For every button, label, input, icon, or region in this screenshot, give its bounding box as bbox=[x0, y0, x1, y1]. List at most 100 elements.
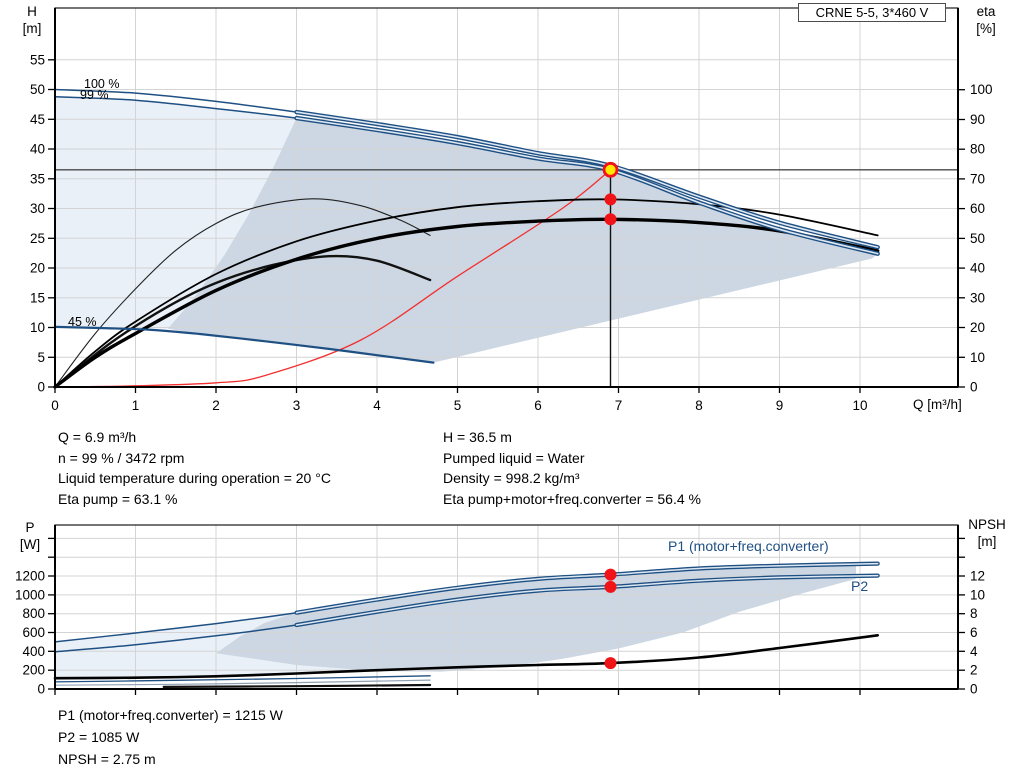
x-tick-label: 6 bbox=[534, 398, 542, 413]
h-axis-label-line1: H bbox=[27, 4, 37, 19]
curve-npsh bbox=[53, 634, 879, 680]
y-right-tick-label: 0 bbox=[970, 682, 978, 697]
curve-label: 99 % bbox=[80, 88, 109, 102]
eta-axis-label-line2: [%] bbox=[976, 21, 996, 36]
y-right-tick-label: 80 bbox=[970, 142, 985, 157]
info-p1: P1 (motor+freq.converter) = 1215 W bbox=[58, 707, 283, 723]
info-eta-pump: Eta pump = 63.1 % bbox=[58, 490, 178, 507]
x-tick-label: 10 bbox=[852, 398, 867, 413]
y-right-tick-label: 6 bbox=[970, 625, 978, 640]
y-right-tick-label: 10 bbox=[970, 350, 985, 365]
x-tick-label: 5 bbox=[454, 398, 462, 413]
y-left-tick-label: 5 bbox=[37, 350, 45, 365]
x-tick-label: 0 bbox=[51, 398, 59, 413]
npsh-axis-label-line2: [m] bbox=[977, 534, 997, 549]
info-liquid-temperature: Liquid temperature during operation = 20… bbox=[58, 470, 331, 487]
x-tick-label: 8 bbox=[695, 398, 703, 413]
curve-p2-min-speed bbox=[54, 679, 431, 686]
y-right-tick-label: 4 bbox=[970, 644, 978, 659]
y-left-tick-label: 400 bbox=[22, 644, 45, 659]
y-left-tick-label: 10 bbox=[30, 320, 45, 335]
curve-p2-core bbox=[295, 574, 879, 626]
y-right-tick-label: 8 bbox=[970, 606, 978, 621]
y-left-tick-label: 1000 bbox=[15, 587, 45, 602]
y-right-tick-label: 0 bbox=[970, 380, 978, 395]
y-left-tick-label: 200 bbox=[22, 663, 45, 678]
operating-point-info-right: H = 36.5 m Pumped liquid = Water Density… bbox=[443, 427, 701, 509]
npsh-axis-label: NPSH [m] bbox=[954, 516, 1020, 550]
curve-eta-pump-motor-freq-converter bbox=[53, 217, 880, 389]
p-axis-label-line1: P bbox=[25, 520, 35, 535]
y-left-tick-label: 45 bbox=[30, 112, 45, 127]
y-left-tick-label: 1200 bbox=[15, 569, 45, 584]
info-pumped-liquid: Pumped liquid = Water bbox=[443, 449, 585, 466]
info-flow: Q = 6.9 m³/h bbox=[58, 429, 137, 445]
y-right-tick-label: 30 bbox=[970, 290, 985, 305]
curve-eta-total-reduced-speed bbox=[53, 254, 432, 389]
q-axis-label: Q [m³/h] bbox=[913, 397, 962, 412]
y-left-tick-label: 600 bbox=[22, 625, 45, 640]
marker-npsh-point bbox=[604, 657, 617, 670]
marker-eta-total-point bbox=[604, 213, 617, 226]
x-tick-label: 2 bbox=[212, 398, 220, 413]
curve-p1-min-speed bbox=[54, 675, 431, 683]
operating-point-info-left: Q = 6.9 m³/h n = 99 % / 3472 rpm Liquid … bbox=[58, 427, 331, 509]
operating-envelope-light bbox=[55, 96, 297, 329]
power-info-block: P1 (motor+freq.converter) = 1215 W P2 = … bbox=[58, 704, 283, 770]
y-right-tick-label: 70 bbox=[970, 171, 985, 186]
p-axis-label-line2: [W] bbox=[19, 537, 41, 552]
curve-h-99pct-core bbox=[295, 117, 879, 255]
y-left-tick-label: 15 bbox=[30, 290, 45, 305]
y-right-tick-label: 40 bbox=[970, 261, 985, 276]
curve-eta-pump-reduced-speed bbox=[54, 198, 431, 388]
marker-eta-pump-point bbox=[604, 193, 617, 206]
power-npsh-chart: 0 200 400 600 800 1000 1200 0 2 4 6 8 10 12 P1 (motor+… bbox=[15, 524, 985, 697]
info-eta-total: Eta pump+motor+freq.converter = 56.4 % bbox=[443, 490, 701, 507]
p-axis-label: P [W] bbox=[8, 519, 52, 553]
y-left-tick-label: 0 bbox=[37, 682, 45, 697]
y-right-tick-label: 100 bbox=[970, 82, 993, 97]
x-tick-label: 7 bbox=[615, 398, 623, 413]
x-tick-label: 1 bbox=[132, 398, 140, 413]
curve-label: 45 % bbox=[68, 315, 97, 329]
curve-label: P1 (motor+freq.converter) bbox=[668, 538, 829, 554]
pump-model-badge: CRNE 5-5, 3*460 V bbox=[798, 3, 946, 22]
info-density: Density = 998.2 kg/m³ bbox=[443, 470, 580, 487]
y-left-tick-label: 30 bbox=[30, 201, 45, 216]
h-axis-label: H [m] bbox=[10, 3, 54, 37]
y-left-tick-label: 50 bbox=[30, 82, 45, 97]
info-speed: n = 99 % / 3472 rpm bbox=[58, 449, 185, 466]
qh-chart: 0 1 2 3 4 5 6 7 8 9 100510152025303540455055010203… bbox=[30, 7, 993, 413]
y-right-tick-label: 20 bbox=[970, 320, 985, 335]
npsh-axis-label-line1: NPSH bbox=[968, 517, 1006, 532]
curve-p1-core bbox=[295, 562, 879, 614]
y-right-tick-label: 50 bbox=[970, 231, 985, 246]
y-right-tick-label: 60 bbox=[970, 201, 985, 216]
y-right-tick-label: 10 bbox=[970, 587, 985, 602]
y-right-tick-label: 90 bbox=[970, 112, 985, 127]
curve-npsh-min-speed bbox=[162, 683, 432, 688]
y-left-tick-label: 40 bbox=[30, 142, 45, 157]
y-left-tick-label: 55 bbox=[30, 52, 45, 67]
curve-label: P2 bbox=[851, 578, 868, 594]
info-p2: P2 = 1085 W bbox=[58, 729, 140, 745]
eta-axis-label-line1: eta bbox=[976, 4, 996, 19]
info-head: H = 36.5 m bbox=[443, 429, 512, 445]
y-left-tick-label: 35 bbox=[30, 171, 45, 186]
y-left-tick-label: 20 bbox=[30, 261, 45, 276]
y-left-tick-label: 0 bbox=[37, 380, 45, 395]
h-axis-label-line2: [m] bbox=[22, 21, 42, 36]
marker-p2-point bbox=[604, 580, 617, 593]
info-npsh: NPSH = 2.75 m bbox=[58, 751, 156, 767]
y-left-tick-label: 800 bbox=[22, 606, 45, 621]
marker-p1-point bbox=[604, 568, 617, 581]
marker-duty-point[interactable] bbox=[602, 161, 619, 178]
y-right-tick-label: 2 bbox=[970, 663, 978, 678]
x-tick-label: 3 bbox=[293, 398, 301, 413]
x-tick-label: 4 bbox=[373, 398, 381, 413]
y-left-tick-label: 25 bbox=[30, 231, 45, 246]
curve-h-100pct-core bbox=[295, 111, 879, 248]
x-tick-label: 9 bbox=[776, 398, 784, 413]
